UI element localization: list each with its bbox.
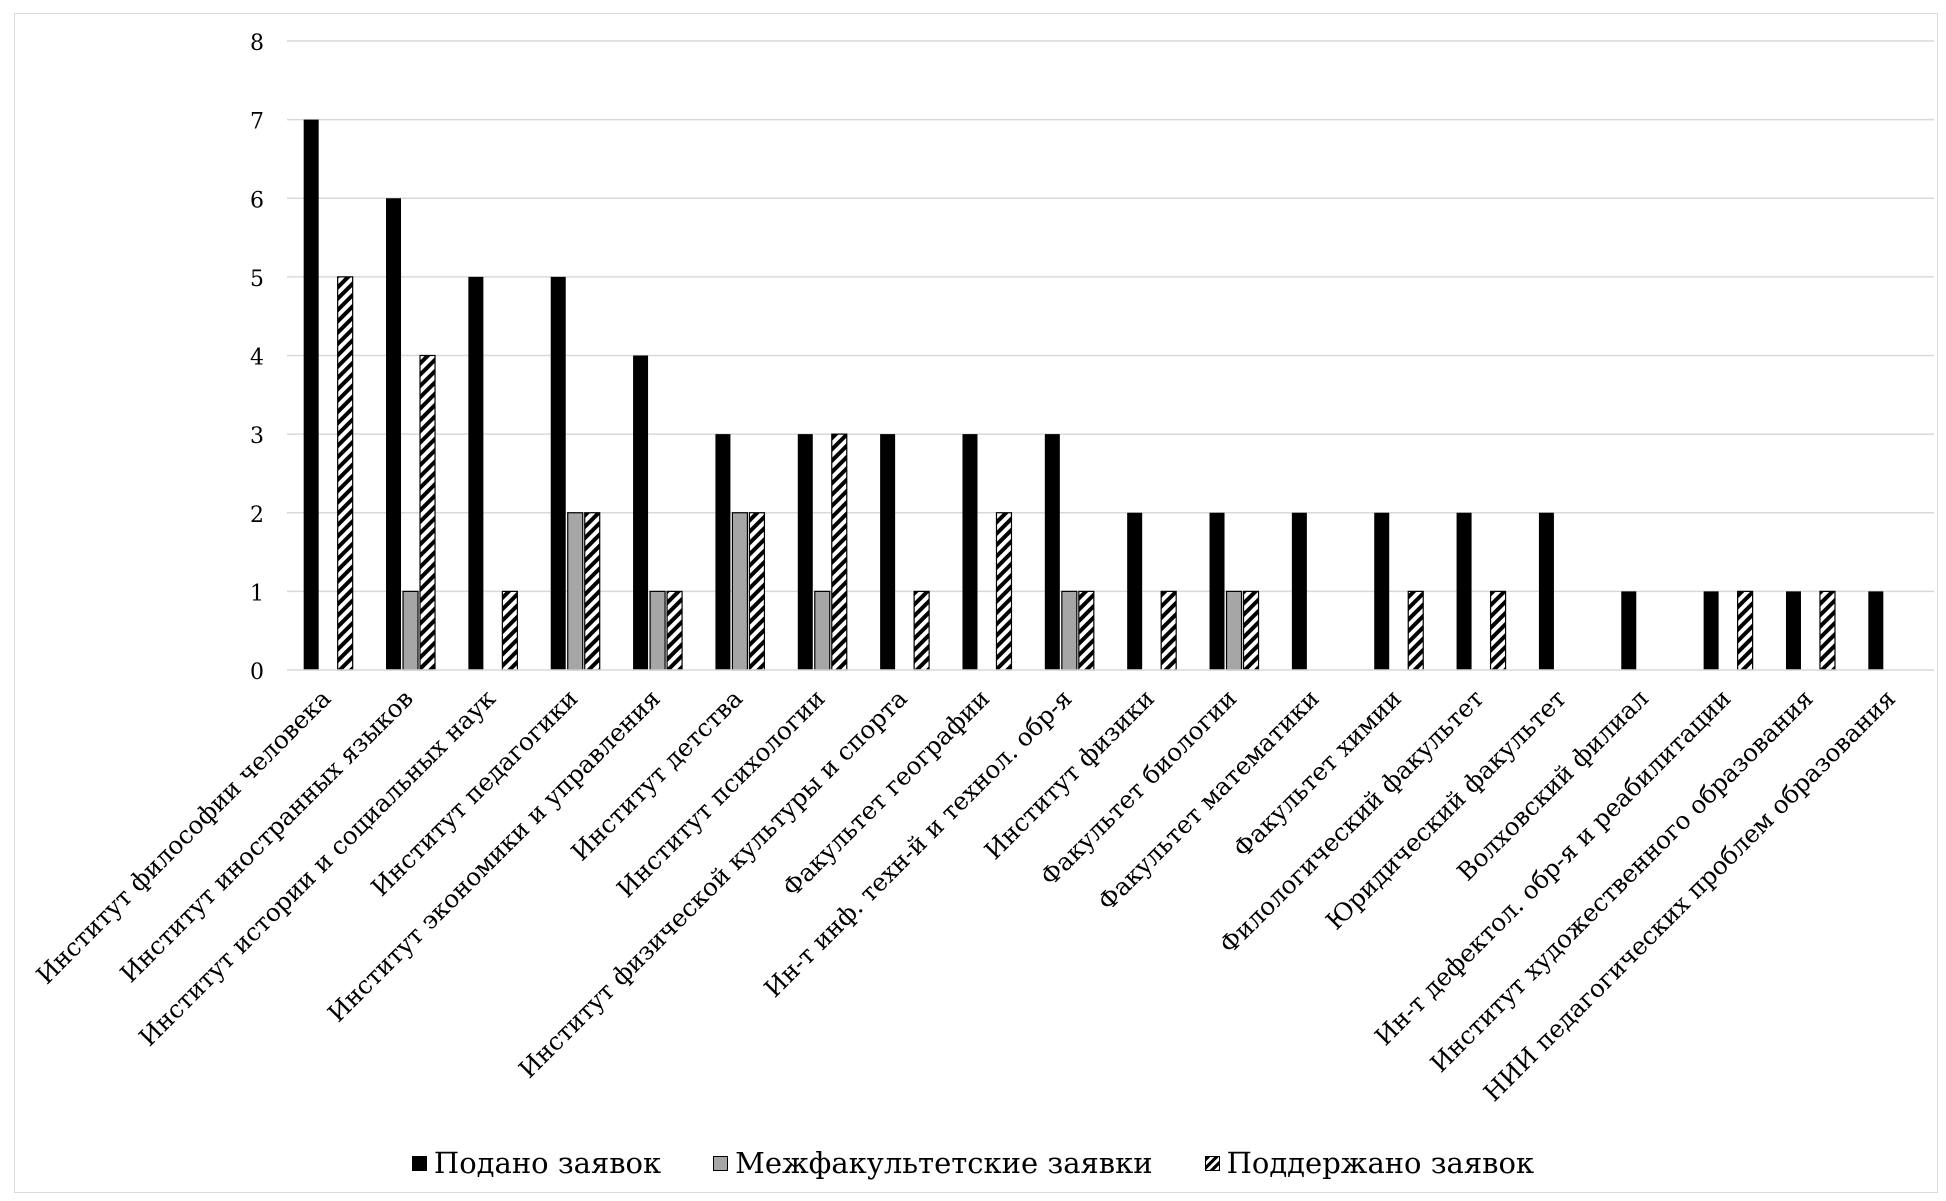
bar-series-3 [831, 433, 848, 671]
x-category-label: Институт философии человека [30, 684, 336, 990]
bar-series-1 [1209, 512, 1225, 670]
bar-series-2 [731, 512, 749, 671]
bar-series-1 [1868, 591, 1884, 670]
legend-label-submitted: Подано заявок [433, 1146, 662, 1180]
bar-series-1 [468, 276, 484, 670]
y-tick-label: 3 [250, 424, 264, 449]
y-axis-ticks: 0 1 2 3 4 5 6 7 8 [250, 31, 264, 685]
y-tick-label: 1 [250, 581, 264, 606]
bar-series-3 [584, 512, 601, 671]
legend-label-interfaculty: Межфакультетские заявки [735, 1146, 1153, 1180]
bar-series-1 [1044, 434, 1060, 670]
bar-series-3 [1078, 590, 1095, 671]
bar-series-1 [1456, 512, 1472, 670]
legend-swatch-interfaculty [713, 1155, 729, 1171]
bar-series-1 [303, 119, 319, 670]
bar-series-1 [1538, 512, 1554, 670]
bar-series-3 [1489, 590, 1507, 671]
legend-swatch-supported [1204, 1155, 1220, 1171]
legend-swatch-submitted [411, 1155, 427, 1171]
bar-series-1 [715, 434, 731, 670]
bar-series-1 [1374, 512, 1390, 670]
bar-series-2 [402, 590, 419, 671]
x-category-label: Институт физической культуры и спорта [513, 684, 913, 1084]
bar-series-1 [1785, 591, 1801, 670]
bar-series-3 [1160, 590, 1177, 671]
legend-item-interfaculty: Межфакультетские заявки [713, 1146, 1153, 1180]
legend-label-supported: Поддержано заявок [1226, 1146, 1535, 1180]
bar-series-2 [1061, 590, 1078, 671]
y-tick-label: 5 [250, 267, 264, 292]
y-tick-label: 8 [250, 31, 264, 56]
bar-series-1 [962, 434, 978, 670]
bar-series-1 [797, 434, 813, 670]
y-tick-label: 4 [250, 346, 264, 371]
bar-series-1 [1291, 512, 1307, 670]
bar-series-1 [633, 355, 649, 670]
bar-series-2 [814, 590, 831, 671]
y-tick-label: 7 [250, 110, 264, 135]
bar-series-3 [1407, 590, 1424, 671]
bar-series-1 [386, 198, 402, 670]
bar-series-3 [666, 590, 683, 671]
x-category-label: Ин-т инф. техн-й и технол. обр-я [758, 684, 1077, 1003]
bar-series-1 [550, 276, 566, 670]
bar-series-2 [649, 590, 666, 671]
bar-series-1 [880, 434, 896, 670]
bar-series-3 [501, 590, 518, 671]
bar-series-1 [1127, 512, 1143, 670]
x-category-label: Институт иностранных языков [114, 684, 418, 988]
y-tick-label: 6 [250, 188, 264, 213]
bars [303, 119, 1884, 671]
y-tick-label: 2 [250, 503, 264, 528]
x-category-label: Институт художественного образования [1425, 684, 1819, 1078]
gridlines [287, 40, 1934, 593]
bar-series-3 [1242, 590, 1260, 671]
bar-series-3 [995, 512, 1013, 671]
bar-series-2 [567, 512, 584, 671]
bar-series-3 [337, 276, 354, 671]
y-tick-label: 0 [250, 660, 264, 685]
bar-series-3 [748, 512, 766, 671]
bar-series-3 [1737, 590, 1754, 671]
bar-series-3 [419, 354, 436, 671]
x-category-label: Институт истории и социальных наук [133, 683, 501, 1051]
legend: Подано заявок Межфакультетские заявки По… [0, 1143, 1946, 1183]
bar-series-1 [1703, 591, 1719, 670]
bar-series-3 [913, 590, 930, 671]
bar-series-3 [1819, 590, 1836, 671]
bar-series-1 [1621, 591, 1637, 670]
legend-item-supported: Поддержано заявок [1204, 1146, 1535, 1180]
legend-item-submitted: Подано заявок [411, 1146, 662, 1180]
bar-series-2 [1225, 590, 1243, 671]
chart-frame [14, 13, 1938, 1193]
